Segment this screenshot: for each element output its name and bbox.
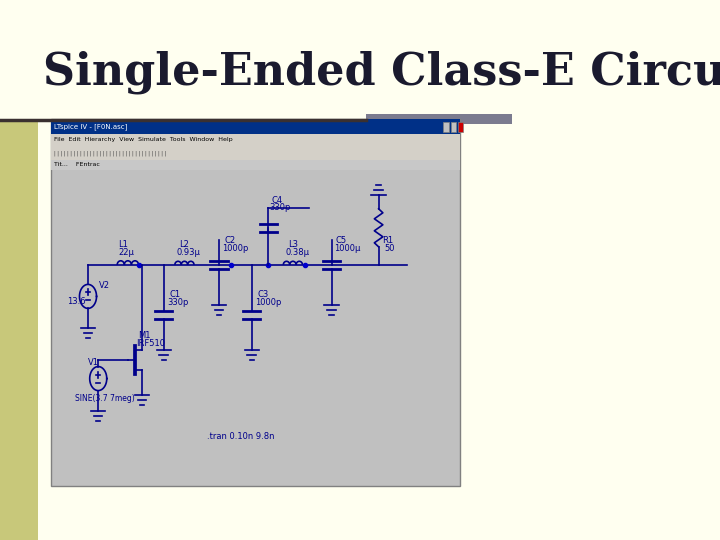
- Bar: [458, 122, 463, 132]
- Bar: [444, 122, 449, 132]
- Text: SINE(3.7 7meg): SINE(3.7 7meg): [76, 394, 135, 402]
- Bar: [451, 122, 456, 132]
- Text: 0.38μ: 0.38μ: [285, 248, 309, 257]
- Bar: [51, 134, 461, 146]
- Text: 0.93μ: 0.93μ: [176, 248, 200, 257]
- Bar: [51, 119, 461, 134]
- Text: 50: 50: [384, 244, 395, 253]
- Text: IRF510: IRF510: [137, 339, 166, 348]
- Text: C2: C2: [225, 236, 235, 245]
- Text: R1: R1: [382, 236, 393, 245]
- Text: 1000p: 1000p: [222, 244, 249, 253]
- Text: Tit...    FEntrac: Tit... FEntrac: [54, 163, 100, 167]
- Text: | | | | | | | | | | | | | | | | | | | | | | | | | | | | | | | | | | |: | | | | | | | | | | | | | | | | | | | | …: [54, 150, 166, 156]
- Text: 1000p: 1000p: [256, 299, 282, 307]
- Text: C3: C3: [258, 291, 269, 299]
- Text: Single-Ended Class-E Circuit: Single-Ended Class-E Circuit: [42, 50, 720, 93]
- Text: File  Edit  Hierarchy  View  Simulate  Tools  Window  Help: File Edit Hierarchy View Simulate Tools …: [54, 138, 233, 143]
- Text: V2: V2: [99, 281, 109, 291]
- Bar: [51, 160, 461, 170]
- Text: .tran 0.10n 9.8n: .tran 0.10n 9.8n: [207, 431, 274, 441]
- Text: C1: C1: [169, 291, 181, 299]
- Text: M1: M1: [139, 330, 151, 340]
- Text: LTspice IV - [F0N.asc]: LTspice IV - [F0N.asc]: [54, 123, 127, 130]
- Text: 330p: 330p: [167, 299, 189, 307]
- Text: V1: V1: [89, 357, 99, 367]
- Text: 22μ: 22μ: [118, 248, 134, 257]
- Text: L1: L1: [118, 240, 127, 249]
- Text: 13.6: 13.6: [67, 298, 85, 306]
- Text: C5: C5: [336, 236, 347, 245]
- Text: L2: L2: [179, 240, 189, 249]
- Bar: [51, 146, 461, 160]
- Text: 1000μ: 1000μ: [333, 244, 360, 253]
- Text: 330p: 330p: [269, 203, 291, 212]
- Bar: [366, 114, 512, 124]
- Bar: [0, 120, 38, 540]
- Text: L3: L3: [288, 240, 298, 249]
- Bar: [51, 119, 461, 486]
- Text: C4: C4: [271, 196, 283, 205]
